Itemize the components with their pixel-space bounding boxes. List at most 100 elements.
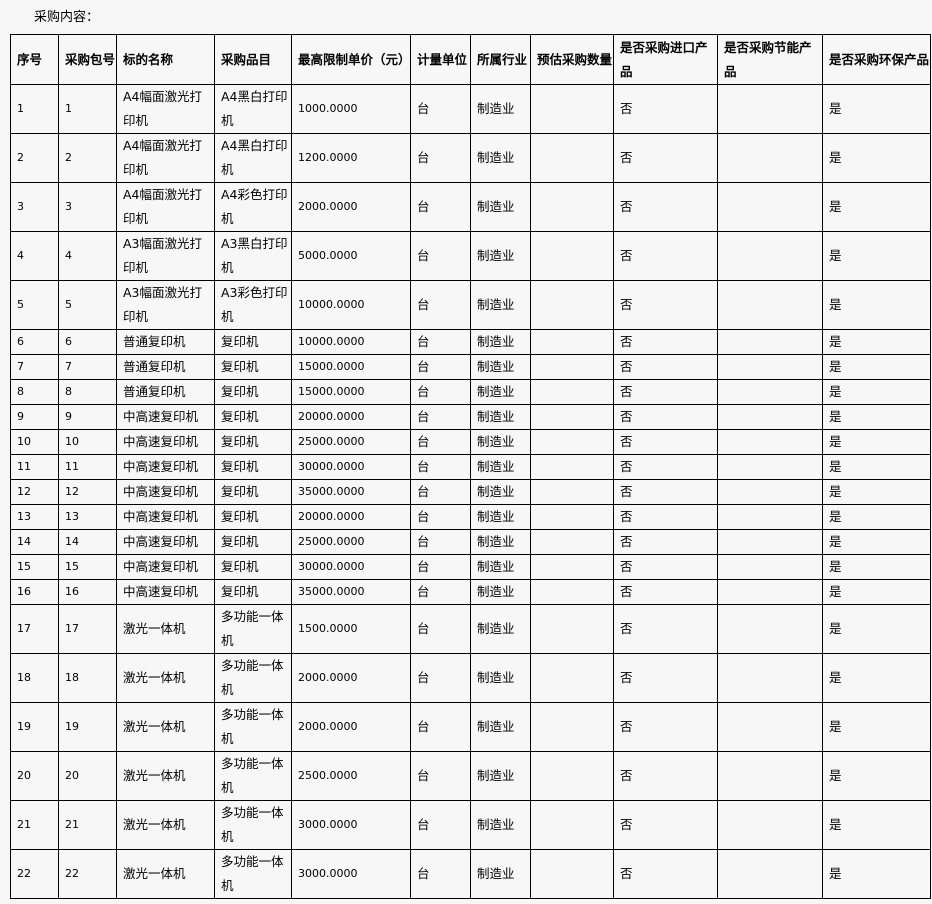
cell-package-no: 1 xyxy=(58,84,117,134)
table-row: 11 11 中高速复印机 复印机 30000.0000 台制造业否是 xyxy=(10,454,931,480)
cell-seq: 3 xyxy=(10,182,59,232)
cell-package-no: 22 xyxy=(58,849,117,899)
cell-category: A3黑白打印机 xyxy=(214,231,292,281)
cell-eco-friendly: 是 xyxy=(822,702,931,752)
cell-est-quantity xyxy=(530,182,614,232)
table-row: 4 4 A3幅面激光打印机 A3黑白打印机 5000.0000 台制造业否是 xyxy=(10,231,931,281)
cell-category: 多功能一体机 xyxy=(214,849,292,899)
cell-eco-friendly: 是 xyxy=(822,404,931,430)
cell-item-name: 中高速复印机 xyxy=(116,504,215,530)
table-row: 16 16 中高速复印机 复印机 35000.0000 台制造业否是 xyxy=(10,579,931,605)
cell-industry: 制造业 xyxy=(470,404,531,430)
cell-max-price: 2000.0000 xyxy=(291,653,411,703)
cell-energy-saving xyxy=(717,800,823,850)
cell-item-name: A4幅面激光打印机 xyxy=(116,182,215,232)
cell-unit: 台 xyxy=(410,529,471,555)
cell-package-no: 2 xyxy=(58,133,117,183)
cell-item-name: 激光一体机 xyxy=(116,849,215,899)
cell-category: 多功能一体机 xyxy=(214,702,292,752)
cell-category: 复印机 xyxy=(214,529,292,555)
cell-unit: 台 xyxy=(410,579,471,605)
cell-import: 否 xyxy=(613,329,718,355)
cell-item-name: A4幅面激光打印机 xyxy=(116,133,215,183)
cell-industry: 制造业 xyxy=(470,504,531,530)
cell-unit: 台 xyxy=(410,354,471,380)
cell-import: 否 xyxy=(613,429,718,455)
cell-industry: 制造业 xyxy=(470,653,531,703)
cell-industry: 制造业 xyxy=(470,529,531,555)
cell-industry: 制造业 xyxy=(470,429,531,455)
cell-category: 复印机 xyxy=(214,429,292,455)
header-seq: 序号 xyxy=(10,34,59,85)
cell-max-price: 3000.0000 xyxy=(291,800,411,850)
cell-eco-friendly: 是 xyxy=(822,751,931,801)
cell-energy-saving xyxy=(717,454,823,480)
cell-category: 复印机 xyxy=(214,554,292,580)
table-row: 12 12 中高速复印机 复印机 35000.0000 台制造业否是 xyxy=(10,479,931,505)
cell-energy-saving xyxy=(717,379,823,405)
cell-item-name: 中高速复印机 xyxy=(116,429,215,455)
cell-eco-friendly: 是 xyxy=(822,529,931,555)
table-row: 15 15 中高速复印机 复印机 30000.0000 台制造业否是 xyxy=(10,554,931,580)
cell-max-price: 10000.0000 xyxy=(291,280,411,330)
cell-industry: 制造业 xyxy=(470,751,531,801)
cell-seq: 22 xyxy=(10,849,59,899)
cell-package-no: 17 xyxy=(58,604,117,654)
cell-package-no: 9 xyxy=(58,404,117,430)
cell-industry: 制造业 xyxy=(470,579,531,605)
cell-energy-saving xyxy=(717,84,823,134)
cell-eco-friendly: 是 xyxy=(822,329,931,355)
cell-package-no: 6 xyxy=(58,329,117,355)
cell-package-no: 10 xyxy=(58,429,117,455)
cell-package-no: 18 xyxy=(58,653,117,703)
table-row: 17 17 激光一体机 多功能一体机 1500.0000 台制造业否是 xyxy=(10,604,931,654)
cell-eco-friendly: 是 xyxy=(822,231,931,281)
cell-energy-saving xyxy=(717,429,823,455)
cell-category: 多功能一体机 xyxy=(214,800,292,850)
cell-unit: 台 xyxy=(410,849,471,899)
cell-seq: 1 xyxy=(10,84,59,134)
cell-est-quantity xyxy=(530,800,614,850)
table-row: 2 2 A4幅面激光打印机 A4黑白打印机 1200.0000 台制造业否是 xyxy=(10,133,931,183)
cell-seq: 6 xyxy=(10,329,59,355)
cell-energy-saving xyxy=(717,702,823,752)
table-row: 6 6 普通复印机 复印机 10000.0000 台制造业否是 xyxy=(10,329,931,355)
cell-est-quantity xyxy=(530,479,614,505)
cell-industry: 制造业 xyxy=(470,702,531,752)
cell-max-price: 1200.0000 xyxy=(291,133,411,183)
header-row: 序号 采购包号 标的名称 采购品目 最高限制单价（元） 计量单位 所属行业 预估采购数量 是否采… xyxy=(10,34,931,85)
cell-max-price: 35000.0000 xyxy=(291,579,411,605)
cell-est-quantity xyxy=(530,379,614,405)
cell-package-no: 3 xyxy=(58,182,117,232)
cell-import: 否 xyxy=(613,653,718,703)
cell-unit: 台 xyxy=(410,182,471,232)
cell-unit: 台 xyxy=(410,84,471,134)
cell-seq: 7 xyxy=(10,354,59,380)
cell-item-name: 中高速复印机 xyxy=(116,554,215,580)
header-eco-friendly: 是否采购环保产品 xyxy=(822,34,931,85)
cell-import: 否 xyxy=(613,800,718,850)
cell-max-price: 1000.0000 xyxy=(291,84,411,134)
cell-industry: 制造业 xyxy=(470,479,531,505)
cell-energy-saving xyxy=(717,354,823,380)
cell-item-name: 激光一体机 xyxy=(116,604,215,654)
cell-unit: 台 xyxy=(410,454,471,480)
cell-eco-friendly: 是 xyxy=(822,84,931,134)
cell-unit: 台 xyxy=(410,133,471,183)
cell-eco-friendly: 是 xyxy=(822,849,931,899)
section-caption: 采购内容： xyxy=(34,10,100,25)
cell-energy-saving xyxy=(717,579,823,605)
cell-item-name: 中高速复印机 xyxy=(116,454,215,480)
cell-max-price: 15000.0000 xyxy=(291,379,411,405)
header-package-no: 采购包号 xyxy=(58,34,117,85)
cell-item-name: A4幅面激光打印机 xyxy=(116,84,215,134)
cell-category: A4彩色打印机 xyxy=(214,182,292,232)
cell-industry: 制造业 xyxy=(470,133,531,183)
cell-est-quantity xyxy=(530,504,614,530)
cell-energy-saving xyxy=(717,504,823,530)
cell-unit: 台 xyxy=(410,604,471,654)
header-industry: 所属行业 xyxy=(470,34,531,85)
cell-category: 复印机 xyxy=(214,354,292,380)
cell-energy-saving xyxy=(717,329,823,355)
cell-package-no: 21 xyxy=(58,800,117,850)
